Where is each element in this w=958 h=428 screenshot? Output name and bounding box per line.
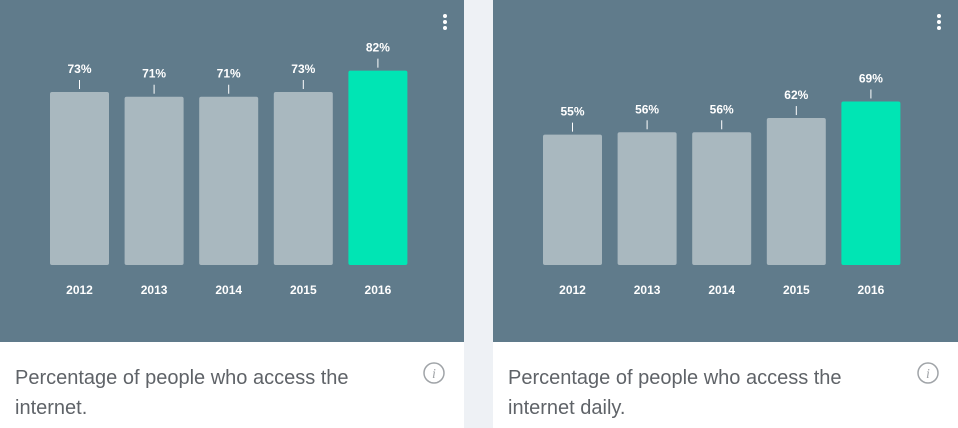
x-tick-label: 2015 bbox=[783, 283, 810, 297]
more-options-button[interactable] bbox=[438, 12, 452, 32]
data-label: 62% bbox=[784, 88, 808, 102]
x-tick-label: 2013 bbox=[634, 283, 661, 297]
info-button[interactable]: i bbox=[917, 362, 939, 384]
more-vertical-icon-dot bbox=[443, 26, 447, 30]
more-vertical-icon-dot bbox=[443, 20, 447, 24]
data-label: 55% bbox=[560, 105, 584, 119]
x-tick-label: 2015 bbox=[290, 283, 317, 297]
bar-2015[interactable] bbox=[273, 91, 333, 266]
bar-2012[interactable] bbox=[50, 91, 109, 266]
bar-2012[interactable] bbox=[543, 134, 602, 265]
more-vertical-icon-dot bbox=[937, 20, 941, 24]
bar-2014[interactable] bbox=[692, 132, 752, 265]
data-label: 69% bbox=[859, 71, 883, 85]
x-tick-label: 2013 bbox=[141, 283, 168, 297]
data-label: 56% bbox=[635, 102, 659, 116]
bar-2014[interactable] bbox=[199, 96, 259, 265]
x-tick-label: 2012 bbox=[559, 283, 586, 297]
x-tick-label: 2016 bbox=[365, 283, 392, 297]
more-vertical-icon-dot bbox=[937, 26, 941, 30]
chart-plot-area: 73% 2012 71% 2013 71% 2014 73% 2015 82% 2016 bbox=[0, 0, 464, 342]
info-glyph: i bbox=[432, 367, 436, 382]
bar-2013[interactable] bbox=[124, 96, 184, 265]
chart-plot-area: 55% 2012 56% 2013 56% 2014 62% 2015 69% 2016 bbox=[493, 0, 958, 342]
card-caption: Percentage of people who access the inte… bbox=[493, 342, 958, 428]
data-label: 73% bbox=[291, 62, 315, 76]
bar-2016[interactable] bbox=[348, 70, 408, 265]
info-icon: i bbox=[917, 362, 939, 384]
info-icon: i bbox=[423, 362, 445, 384]
more-options-button[interactable] bbox=[932, 12, 946, 32]
more-vertical-icon bbox=[937, 14, 941, 18]
chart-caption-text: Percentage of people who access the inte… bbox=[15, 367, 349, 419]
bar-2013[interactable] bbox=[617, 132, 677, 265]
card-caption: Percentage of people who access the inte… bbox=[0, 342, 464, 428]
data-label: 82% bbox=[366, 41, 390, 55]
x-tick-label: 2016 bbox=[858, 283, 885, 297]
info-button[interactable]: i bbox=[423, 362, 445, 384]
more-vertical-icon bbox=[443, 14, 447, 18]
bar-chart: 55% 2012 56% 2013 56% 2014 62% 2015 69% 2016 bbox=[543, 71, 901, 297]
chart-caption-text: Percentage of people who access the inte… bbox=[508, 367, 842, 419]
chart-card: 55% 2012 56% 2013 56% 2014 62% 2015 69% 2016 Perc… bbox=[493, 0, 958, 428]
data-label: 73% bbox=[67, 62, 91, 76]
bar-chart: 73% 2012 71% 2013 71% 2014 73% 2015 82% 2016 bbox=[50, 41, 408, 297]
x-tick-label: 2014 bbox=[215, 283, 242, 297]
info-glyph: i bbox=[926, 367, 930, 382]
data-label: 71% bbox=[217, 67, 241, 81]
chart-card: 73% 2012 71% 2013 71% 2014 73% 2015 82% 2016 Perc… bbox=[0, 0, 464, 428]
bar-2016[interactable] bbox=[841, 101, 901, 265]
x-tick-label: 2012 bbox=[66, 283, 93, 297]
bar-2015[interactable] bbox=[766, 118, 826, 265]
x-tick-label: 2014 bbox=[708, 283, 735, 297]
data-label: 56% bbox=[710, 102, 734, 116]
data-label: 71% bbox=[142, 67, 166, 81]
